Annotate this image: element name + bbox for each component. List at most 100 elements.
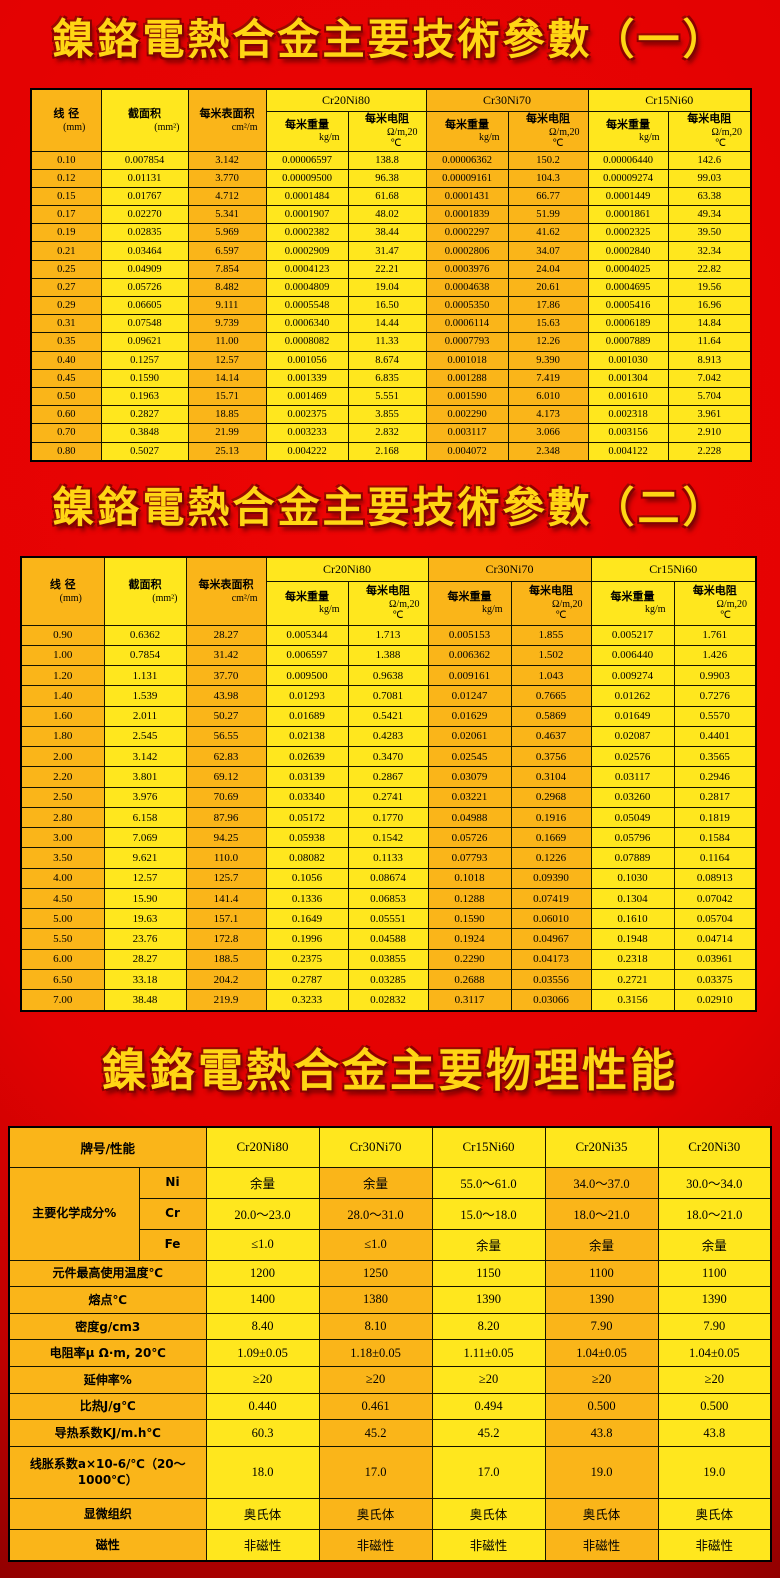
table2-cell-r9c4: 0.1770: [347, 806, 429, 829]
table2-cell-r10c4: 0.1542: [347, 827, 429, 849]
table1-cell-r12c6: 7.419: [507, 368, 589, 388]
table2-row-1.80: 1.80 2.545 56.55 0.02138 0.4283 0.02061 0.4637…: [20, 725, 757, 748]
table2-cell-r8c7: 0.03260: [590, 786, 675, 808]
table1-subheader-resistance-Cr15Ni60: 每米电阻 Ω/m,20 ℃: [667, 110, 752, 152]
table1-cell-r2c1: 0.01767: [100, 186, 189, 207]
table2-cell-r9c2: 87.96: [185, 806, 267, 829]
phys-cell-r8c2: 奥氏体: [431, 1497, 546, 1530]
table2-cell-r12c3: 0.1056: [265, 867, 349, 889]
table2-cell-r10c7: 0.05796: [590, 827, 675, 849]
phys-cell-Ni-4: 30.0～34.0: [657, 1166, 772, 1199]
table2-cell-r8c1: 3.976: [103, 786, 187, 808]
table1-cell-r10c2: 11.00: [187, 332, 267, 352]
table1-cell-r1c4: 96.38: [347, 168, 427, 188]
table1-cell-r14c8: 3.961: [667, 405, 752, 425]
table2-cell-r17c4: 0.03285: [347, 969, 429, 991]
table2-cell-r15c3: 0.1996: [265, 928, 349, 950]
table2-cell-r18c7: 0.3156: [590, 989, 675, 1012]
table1-cell-r11c0: 0.40: [30, 350, 102, 370]
table2-cell-r13c0: 4.50: [20, 887, 105, 910]
phys-cell-r8c1: 奥氏体: [318, 1497, 433, 1530]
table1-cell-r13c7: 0.001610: [587, 386, 669, 407]
page-title-physical-props: 鎳鉻電熱合金主要物理性能: [101, 1044, 678, 1097]
table1-cell-r15c4: 2.832: [347, 423, 427, 443]
table1-cell-r6c7: 0.0004025: [587, 259, 669, 279]
table1-cell-r0c8: 142.6: [667, 150, 752, 170]
table2-cell-r1c5: 0.006362: [427, 644, 512, 667]
table1-cell-r0c1: 0.007854: [100, 150, 189, 170]
table2-cell-r7c7: 0.03117: [590, 766, 675, 788]
phys-cell-Ni-0: 余量: [205, 1166, 320, 1199]
table1-cell-r3c4: 48.02: [347, 205, 427, 225]
table2-cell-r18c8: 0.02910: [673, 989, 757, 1012]
table1-cell-r9c8: 14.84: [667, 314, 752, 334]
table2-cell-r14c8: 0.05704: [673, 908, 757, 930]
table2-cell-r7c4: 0.2867: [347, 766, 429, 788]
tech-params-table-2: 线 径 (mm) 截面积 (mm²) 每米表面积 cm²/m Cr20Ni80 Cr30Ni7…: [20, 556, 757, 1012]
phys-cell-Ni-1: 余量: [318, 1166, 433, 1199]
phys-cell-r1c1: 1380: [318, 1286, 433, 1314]
table1-cell-r6c4: 22.21: [347, 259, 427, 279]
table2-cell-r6c1: 3.142: [103, 746, 187, 768]
table2-cell-r17c7: 0.2721: [590, 969, 675, 991]
table1-cell-r14c7: 0.002318: [587, 405, 669, 425]
table1-cell-r1c6: 104.3: [507, 168, 589, 188]
table2-row-6.00: 6.00 28.27 188.5 0.2375 0.03855 0.2290 0.04173…: [20, 948, 757, 971]
table2-cell-r11c5: 0.07793: [427, 847, 512, 869]
table1-cell-r5c5: 0.0002806: [425, 241, 509, 261]
table2-cell-r17c8: 0.03375: [673, 969, 757, 991]
table1-cell-r12c7: 0.001304: [587, 368, 669, 388]
table2-cell-r12c1: 12.57: [103, 867, 187, 889]
table2-cell-r15c7: 0.1948: [590, 928, 675, 950]
phys-cell-r9c2: 非磁性: [431, 1528, 546, 1562]
table1-cell-r10c4: 11.33: [347, 332, 427, 352]
table1-cell-r14c4: 3.855: [347, 405, 427, 425]
table1-cell-r8c3: 0.0005548: [265, 295, 349, 316]
phys-chem-row-Ni: 主要化学成分% Ni 余量 余量 55.0～61.0 34.0～37.0 30.0～34.0: [8, 1166, 772, 1261]
table1-cell-r4c7: 0.0002325: [587, 223, 669, 243]
table2-cell-r5c4: 0.4283: [347, 725, 429, 748]
table2-cell-r3c3: 0.01293: [265, 685, 349, 707]
phys-cell-r7c2: 17.0: [431, 1445, 546, 1499]
table1-cell-r13c5: 0.001590: [425, 386, 509, 407]
table1-row-0.21: 0.21 0.03464 6.597 0.0002909 31.47 0.0002806 3…: [30, 241, 752, 261]
table2-cell-r8c3: 0.03340: [265, 786, 349, 808]
table1-cell-r6c5: 0.0003976: [425, 259, 509, 279]
phys-cell-r6c1: 45.2: [318, 1419, 433, 1447]
phys-alloy-header-Cr20Ni80: Cr20Ni80: [205, 1126, 320, 1168]
phys-cell-r8c3: 奥氏体: [544, 1497, 659, 1530]
table1-cell-r16c1: 0.5027: [100, 441, 189, 462]
tech-params-table-1: 线 径 (mm) 截面积 (mm²) 每米表面积 cm²/m Cr20Ni80 Cr30Ni7…: [30, 88, 752, 462]
table2-subheader-weight-Cr20Ni80: 每米重量 kg/m: [265, 580, 349, 626]
table2-cell-r6c5: 0.02545: [427, 746, 512, 768]
table1-cell-r0c7: 0.00006440: [587, 150, 669, 170]
table2-row-7.00: 7.00 38.48 219.9 0.3233 0.02832 0.3117 0.03066…: [20, 989, 757, 1012]
table1-cell-r7c3: 0.0004809: [265, 277, 349, 298]
table2-row-2.20: 2.20 3.801 69.12 0.03139 0.2867 0.03079 0.3104…: [20, 766, 757, 788]
phys-cell-Fe-1: ≤1.0: [318, 1228, 433, 1261]
table1-row-0.25: 0.25 0.04909 7.854 0.0004123 22.21 0.0003976 2…: [30, 259, 752, 279]
table2-subheader-weight-Cr15Ni60: 每米重量 kg/m: [590, 580, 675, 626]
table2-cell-r1c4: 1.388: [347, 644, 429, 667]
table2-cell-r10c0: 3.00: [20, 827, 105, 849]
table1-cell-r8c8: 16.96: [667, 295, 752, 316]
table2-subheader-resistance-Cr20Ni80: 每米电阻 Ω/m,20 ℃: [347, 580, 429, 626]
table1-header-section: 截面积 (mm²): [100, 88, 189, 152]
table1-cell-r12c1: 0.1590: [100, 368, 189, 388]
table2-row-5.00: 5.00 19.63 157.1 0.1649 0.05551 0.1590 0.06010…: [20, 908, 757, 930]
table2-cell-r17c6: 0.03556: [510, 969, 592, 991]
table1-alloy-header-Cr30Ni70: Cr30Ni70: [425, 88, 589, 112]
table1-cell-r8c4: 16.50: [347, 295, 427, 316]
phys-row-1: 熔点℃ 1400 1380 1390 1390 1390: [8, 1286, 772, 1314]
phys-cell-r1c2: 1390: [431, 1286, 546, 1314]
table1-cell-r4c6: 41.62: [507, 223, 589, 243]
table1-subheader-resistance-Cr20Ni80: 每米电阻 Ω/m,20 ℃: [347, 110, 427, 152]
table1-cell-r14c2: 18.85: [187, 405, 267, 425]
table1-cell-r13c0: 0.50: [30, 386, 102, 407]
table2-row-2.80: 2.80 6.158 87.96 0.05172 0.1770 0.04988 0.1916…: [20, 806, 757, 829]
table1-row-0.19: 0.19 0.02835 5.969 0.0002382 38.44 0.0002297 4…: [30, 223, 752, 243]
table2-cell-r16c7: 0.2318: [590, 948, 675, 971]
table2-cell-r15c0: 5.50: [20, 928, 105, 950]
table2-cell-r14c2: 157.1: [185, 908, 267, 930]
table1-cell-r1c7: 0.00009274: [587, 168, 669, 188]
